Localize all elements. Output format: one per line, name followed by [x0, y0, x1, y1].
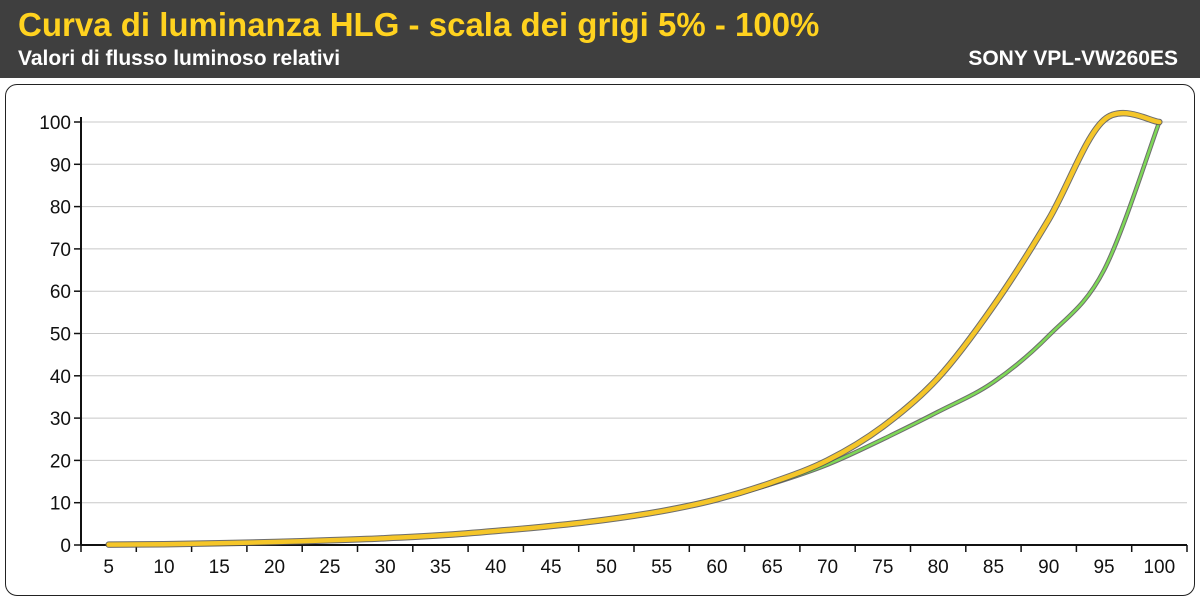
x-tick-label-60: 60: [706, 557, 727, 578]
x-tick-label-25: 25: [319, 557, 340, 578]
y-tick-label-60: 60: [50, 282, 71, 303]
x-tick-label-50: 50: [596, 557, 617, 578]
luminance-chart: 0 10 20 30 40 50 60 70 80 90 100 5 10 15 20 25 30 35 40 45…: [39, 109, 1188, 578]
grid-lines: [81, 121, 1187, 504]
x-tick-label-35: 35: [430, 557, 451, 578]
chart-panel: 0 10 20 30 40 50 60 70 80 90 100 5 10 15 20 25 30 35 40 45…: [5, 84, 1195, 596]
x-tick-label-30: 30: [375, 557, 396, 578]
x-tick-label-90: 90: [1038, 557, 1059, 578]
x-tick-label-45: 45: [540, 557, 561, 578]
y-tick-label-80: 80: [50, 198, 71, 219]
x-tick-label-80: 80: [928, 557, 949, 578]
x-tick-label-20: 20: [264, 557, 285, 578]
x-tick-label-15: 15: [209, 557, 230, 578]
chart-title: Curva di luminanza HLG - scala dei grigi…: [18, 6, 820, 43]
x-tick-label-55: 55: [651, 557, 672, 578]
y-axis-ticks: 0 10 20 30 40 50 60 70 80 90 100: [39, 113, 81, 557]
chart-header: Curva di luminanza HLG - scala dei grigi…: [0, 0, 1200, 78]
series-1: [105, 109, 1163, 548]
x-tick-label-75: 75: [872, 557, 893, 578]
device-name: SONY VPL-VW260ES: [968, 47, 1178, 70]
y-tick-label-20: 20: [50, 451, 71, 472]
chart-subtitle: Valori di flusso luminoso relativi: [18, 47, 341, 70]
series-1-outline: [105, 109, 1163, 548]
x-tick-label-65: 65: [762, 557, 783, 578]
y-tick-label-40: 40: [50, 367, 71, 388]
y-tick-label-10: 10: [50, 494, 71, 515]
y-tick-label-70: 70: [50, 240, 71, 261]
x-tick-label-5: 5: [103, 557, 114, 578]
x-tick-label-85: 85: [983, 557, 1004, 578]
x-tick-label-10: 10: [153, 557, 174, 578]
y-tick-label-100: 100: [39, 113, 71, 134]
y-tick-label-0: 0: [60, 536, 71, 557]
x-tick-label-70: 70: [817, 557, 838, 578]
x-axis-ticks: 5 10 15 20 25 30 35 40 45 50 55 60 65 70 75 80 85 90 95 100: [80, 545, 1188, 578]
chart-axes: [80, 117, 1187, 546]
x-tick-label-100: 100: [1143, 557, 1175, 578]
x-tick-label-95: 95: [1093, 557, 1114, 578]
x-tick-label-40: 40: [485, 557, 506, 578]
series-1-line: [106, 110, 1162, 547]
series-lines: [105, 109, 1163, 548]
y-tick-label-30: 30: [50, 409, 71, 430]
y-tick-label-50: 50: [50, 325, 71, 346]
y-tick-label-90: 90: [50, 155, 71, 176]
